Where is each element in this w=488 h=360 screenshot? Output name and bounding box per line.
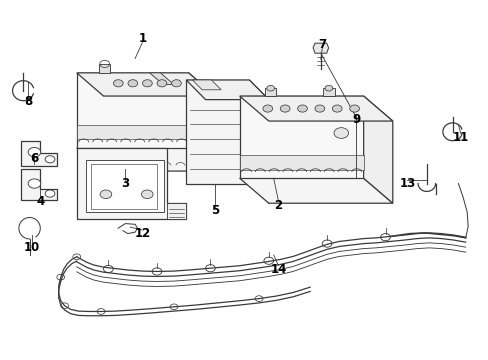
- Circle shape: [325, 85, 332, 91]
- Circle shape: [266, 85, 274, 91]
- Polygon shape: [86, 160, 164, 212]
- Text: 7: 7: [318, 38, 325, 51]
- Polygon shape: [77, 73, 188, 148]
- Polygon shape: [188, 73, 215, 171]
- Circle shape: [28, 148, 41, 157]
- Polygon shape: [21, 141, 57, 166]
- Polygon shape: [186, 80, 249, 184]
- Polygon shape: [166, 203, 186, 219]
- Circle shape: [349, 105, 359, 112]
- Polygon shape: [312, 43, 328, 53]
- Circle shape: [141, 190, 153, 199]
- Polygon shape: [363, 96, 392, 203]
- Circle shape: [332, 105, 342, 112]
- Text: 9: 9: [351, 113, 360, 126]
- Text: 11: 11: [452, 131, 468, 144]
- Circle shape: [113, 80, 123, 87]
- Text: 10: 10: [23, 241, 40, 255]
- Text: 8: 8: [24, 95, 32, 108]
- Text: 5: 5: [211, 204, 219, 217]
- Circle shape: [314, 105, 324, 112]
- Circle shape: [100, 190, 112, 199]
- Polygon shape: [239, 155, 363, 170]
- Polygon shape: [77, 148, 215, 171]
- Polygon shape: [239, 96, 363, 178]
- Text: 2: 2: [274, 198, 282, 212]
- Polygon shape: [323, 88, 334, 96]
- Circle shape: [280, 105, 289, 112]
- Polygon shape: [186, 80, 268, 100]
- Polygon shape: [239, 96, 392, 121]
- Polygon shape: [77, 148, 186, 219]
- Circle shape: [142, 80, 152, 87]
- Text: 4: 4: [36, 195, 44, 208]
- Polygon shape: [99, 64, 110, 73]
- Text: 1: 1: [138, 32, 146, 45]
- Circle shape: [171, 80, 181, 87]
- Circle shape: [45, 156, 55, 163]
- Text: 3: 3: [121, 177, 129, 190]
- Polygon shape: [239, 178, 392, 203]
- Circle shape: [263, 105, 272, 112]
- Polygon shape: [77, 73, 215, 96]
- Polygon shape: [249, 80, 268, 203]
- Polygon shape: [77, 125, 188, 139]
- Polygon shape: [149, 73, 173, 85]
- Text: 14: 14: [270, 263, 286, 276]
- Polygon shape: [264, 88, 276, 96]
- Circle shape: [297, 105, 307, 112]
- Circle shape: [128, 80, 138, 87]
- Polygon shape: [192, 80, 221, 90]
- Text: 6: 6: [30, 152, 39, 165]
- Circle shape: [28, 179, 41, 188]
- Text: 13: 13: [398, 177, 415, 190]
- Polygon shape: [21, 169, 57, 200]
- Circle shape: [333, 128, 348, 138]
- Text: 12: 12: [134, 227, 150, 240]
- Circle shape: [45, 190, 55, 197]
- Circle shape: [157, 80, 166, 87]
